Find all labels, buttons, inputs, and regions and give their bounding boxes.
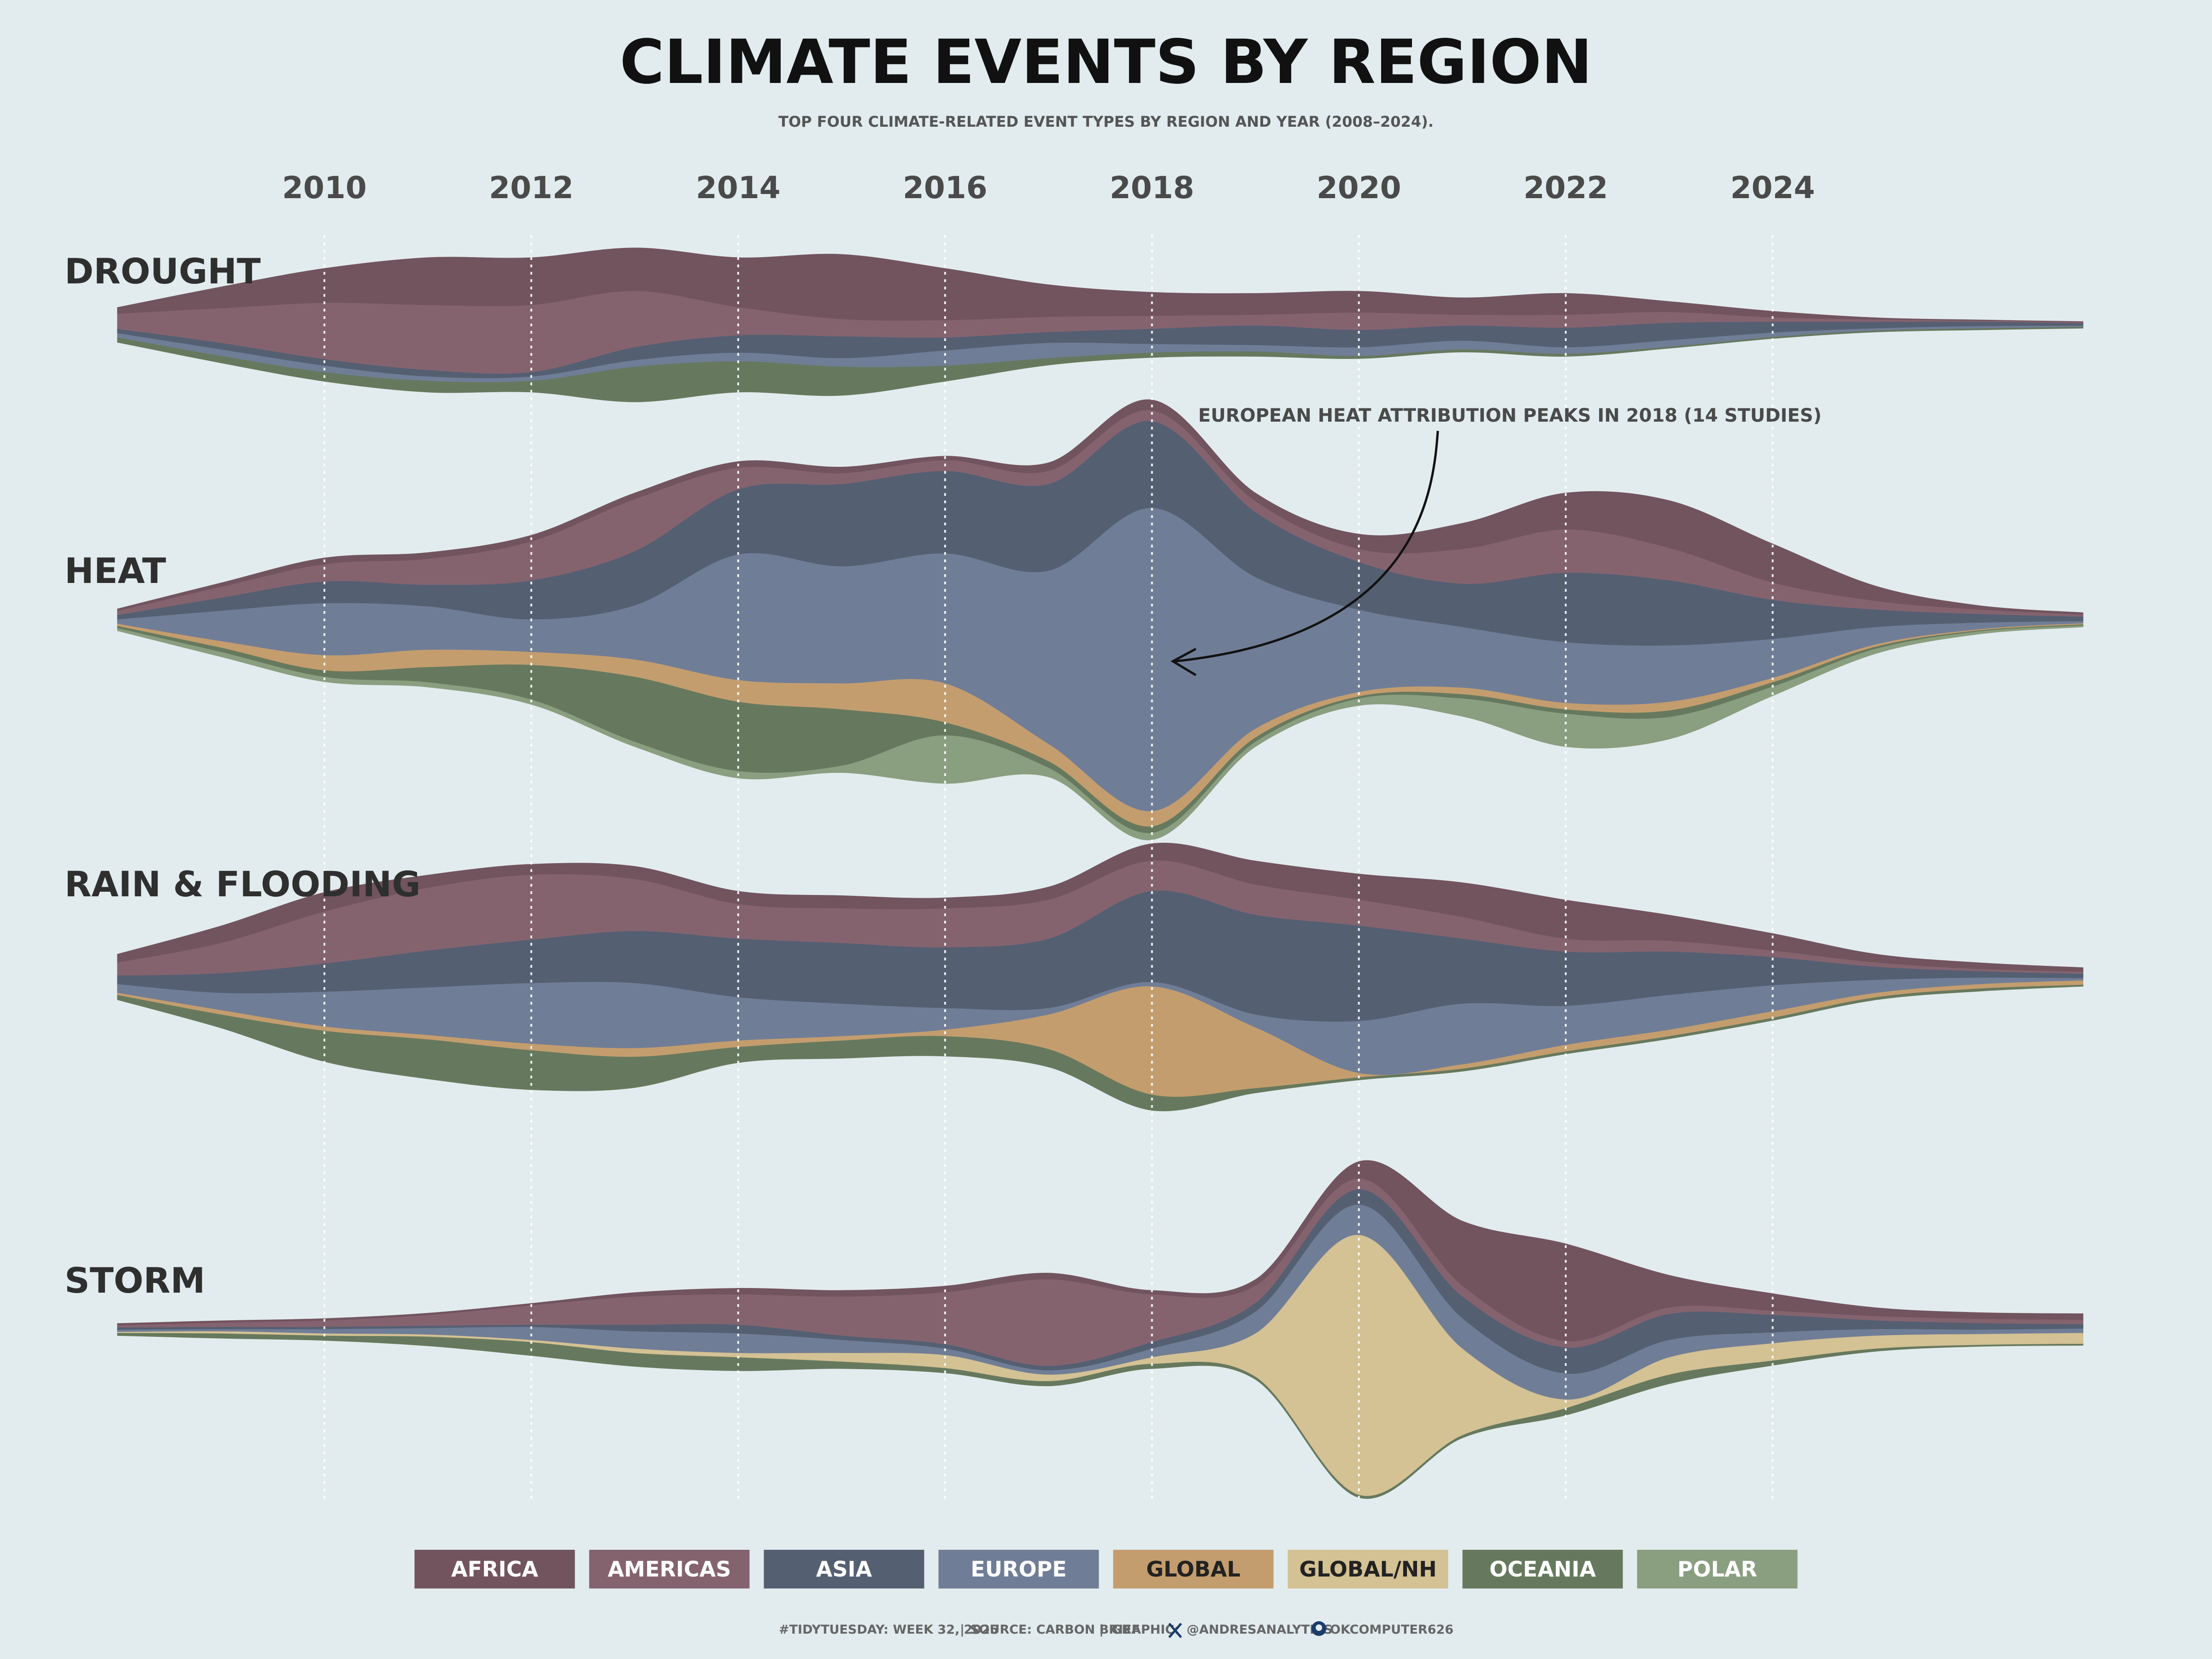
stream-drought-oceania <box>117 326 2083 402</box>
github-icon[interactable] <box>1312 1621 1326 1636</box>
chart-subtitle: TOP FOUR CLIMATE-RELATED EVENT TYPES BY … <box>778 113 1434 130</box>
panel-heat <box>117 399 2083 841</box>
x-tick-label-2022: 2022 <box>1524 170 1608 206</box>
footer-hashtag: #TIDYTUESDAY: WEEK 32, 2025 <box>779 1623 999 1637</box>
legend-item-global: GLOBAL <box>1113 1550 1274 1588</box>
chart-title: CLIMATE EVENTS BY REGION <box>620 27 1592 98</box>
annotation-arrow <box>1175 430 1439 663</box>
x-tick-label-2016: 2016 <box>903 170 988 206</box>
legend-label-africa: AFRICA <box>451 1557 538 1582</box>
legend-swatch-global-nh <box>1288 1550 1448 1588</box>
panel-rain-and-flooding <box>117 842 2083 1112</box>
annotation-text: EUROPEAN HEAT ATTRIBUTION PEAKS IN 2018 … <box>1198 405 1822 426</box>
legend-item-global-nh: GLOBAL/NH <box>1288 1550 1448 1588</box>
stream-heat-polar <box>117 625 2083 841</box>
x-tick-label-2024: 2024 <box>1730 170 1815 206</box>
footer-separator-2: | <box>1099 1623 1104 1637</box>
event-label-rain-and-flooding: RAIN & FLOODING <box>65 864 421 905</box>
legend-item-polar: POLAR <box>1637 1550 1798 1588</box>
x-tick-label-2012: 2012 <box>489 170 574 206</box>
legend-swatch-global <box>1113 1550 1274 1588</box>
legend-item-africa: AFRICA <box>414 1550 575 1588</box>
stream-storm-oceania <box>117 1333 2083 1499</box>
footer-graphic: GRAPHIC: <box>1112 1623 1179 1637</box>
event-labels: DROUGHT HEAT RAIN & FLOODING STORM <box>65 251 421 1301</box>
legend-label-europe: EUROPE <box>971 1557 1066 1582</box>
legend-item-asia: ASIA <box>764 1550 924 1588</box>
annotation: EUROPEAN HEAT ATTRIBUTION PEAKS IN 2018 … <box>1170 405 1822 677</box>
event-label-storm: STORM <box>65 1260 205 1301</box>
footer-twitter-handle[interactable]: @ANDRESANALYTICS <box>1187 1623 1333 1637</box>
footer-github-handle[interactable]: OKCOMPUTER626 <box>1330 1623 1453 1637</box>
legend-swatch-americas <box>589 1550 750 1588</box>
legend-label-polar: POLAR <box>1677 1557 1757 1582</box>
legend-label-global-nh: GLOBAL/NH <box>1299 1557 1436 1582</box>
annotation-arrowhead <box>1170 647 1197 677</box>
footer: #TIDYTUESDAY: WEEK 32, 2025 | SOURCE: CA… <box>779 1621 1453 1638</box>
legend-swatch-africa <box>414 1550 575 1588</box>
stream-rain-and-flooding-oceania <box>117 984 2083 1112</box>
event-label-drought: DROUGHT <box>65 251 261 292</box>
panel-storm <box>117 1160 2083 1499</box>
legend-label-oceania: OCEANIA <box>1489 1557 1596 1582</box>
stream-panels <box>117 247 2083 1499</box>
legend-swatch-europe <box>938 1550 1099 1588</box>
x-axis-labels: 2010 2012 2014 2016 2018 2020 2022 2024 <box>282 170 1815 206</box>
x-icon[interactable] <box>1168 1623 1182 1638</box>
footer-source: SOURCE: CARBON BRIEF <box>970 1623 1140 1637</box>
legend-item-oceania: OCEANIA <box>1462 1550 1623 1588</box>
legend-label-global: GLOBAL <box>1146 1557 1241 1582</box>
legend-item-americas: AMERICAS <box>589 1550 750 1588</box>
x-tick-label-2014: 2014 <box>696 170 781 206</box>
legend-item-europe: EUROPE <box>938 1550 1099 1588</box>
x-tick-label-2010: 2010 <box>282 170 367 206</box>
x-tick-label-2018: 2018 <box>1110 170 1194 206</box>
event-label-heat: HEAT <box>65 550 166 591</box>
legend: AFRICA AMERICAS ASIA EUROPE GLOBAL GLOBAL/NH O… <box>414 1550 1798 1588</box>
legend-swatch-polar <box>1637 1550 1798 1588</box>
x-tick-label-2020: 2020 <box>1317 170 1401 206</box>
panel-drought <box>117 247 2083 402</box>
legend-swatch-oceania <box>1462 1550 1623 1588</box>
legend-swatch-asia <box>764 1550 924 1588</box>
footer-separator-1: | <box>960 1623 965 1637</box>
legend-label-americas: AMERICAS <box>608 1557 731 1582</box>
legend-label-asia: ASIA <box>816 1557 872 1582</box>
